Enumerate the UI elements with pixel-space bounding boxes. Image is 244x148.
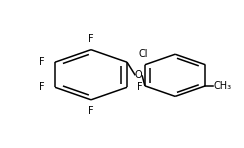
Text: F: F xyxy=(39,82,45,92)
Text: O: O xyxy=(135,70,142,80)
Text: CH₃: CH₃ xyxy=(214,81,232,91)
Text: F: F xyxy=(137,82,143,92)
Text: F: F xyxy=(88,34,94,44)
Text: F: F xyxy=(39,57,45,67)
Text: F: F xyxy=(88,106,94,115)
Text: Cl: Cl xyxy=(138,49,148,59)
